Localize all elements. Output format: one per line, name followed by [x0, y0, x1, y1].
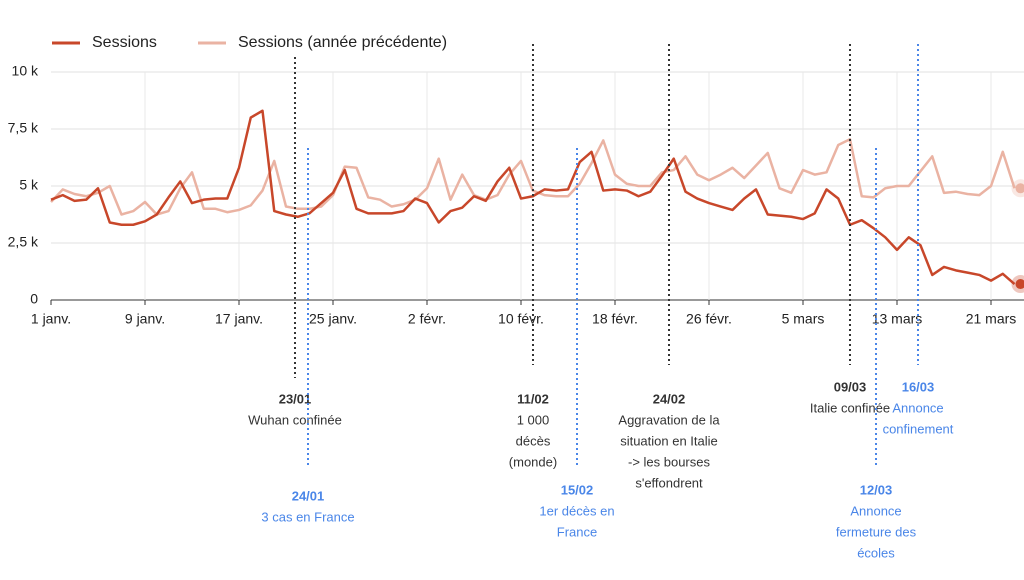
y-tick-label: 7,5 k: [8, 120, 39, 136]
x-tick-label: 25 janv.: [309, 311, 357, 327]
x-tick-label: 1 janv.: [31, 311, 71, 327]
annotation-title: 15/02: [561, 482, 594, 497]
y-tick-label: 2,5 k: [8, 234, 39, 250]
x-tick-label: 17 janv.: [215, 311, 263, 327]
annotation-title: 16/03: [902, 379, 935, 394]
y-tick-label: 5 k: [19, 177, 39, 193]
annotation-text: s'effondrent: [635, 475, 703, 490]
annotation-text: fermeture des: [836, 524, 917, 539]
annotation-text: Wuhan confinée: [248, 412, 342, 427]
legend-label: Sessions: [92, 34, 157, 51]
annotation-text: 1er décès en: [539, 503, 614, 518]
annotation-text: 1 000: [517, 412, 550, 427]
y-tick-label: 0: [30, 291, 38, 307]
annotation-title: 24/02: [653, 391, 686, 406]
x-tick-label: 21 mars: [966, 311, 1017, 327]
annotation-text: Annonce: [850, 503, 901, 518]
annotation-text: écoles: [857, 545, 895, 560]
x-tick-label: 13 mars: [872, 311, 923, 327]
annotation-text: France: [557, 524, 597, 539]
legend-label: Sessions (année précédente): [238, 34, 447, 51]
annotation-text: Aggravation de la: [618, 412, 720, 427]
annotation-text: Annonce: [892, 400, 943, 415]
annotation-text: (monde): [509, 454, 557, 469]
annotation-text: confinement: [883, 421, 954, 436]
annotation-title: 11/02: [517, 391, 549, 406]
annotation-text: -> les bourses: [628, 454, 711, 469]
annotation-title: 23/01: [279, 391, 312, 406]
annotation-text: Italie confinée: [810, 400, 890, 415]
x-tick-label: 5 mars: [782, 311, 825, 327]
annotation-text: décès: [516, 433, 551, 448]
annotation-title: 12/03: [860, 482, 893, 497]
y-tick-label: 10 k: [12, 63, 39, 79]
annotation-text: situation en Italie: [620, 433, 718, 448]
annotation-title: 24/01: [292, 488, 325, 503]
x-tick-label: 26 févr.: [686, 311, 732, 327]
annotation-text: 3 cas en France: [261, 509, 354, 524]
x-tick-label: 2 févr.: [408, 311, 446, 327]
x-tick-label: 9 janv.: [125, 311, 165, 327]
annotation-title: 09/03: [834, 379, 867, 394]
x-tick-label: 18 févr.: [592, 311, 638, 327]
x-tick-label: 10 févr.: [498, 311, 544, 327]
